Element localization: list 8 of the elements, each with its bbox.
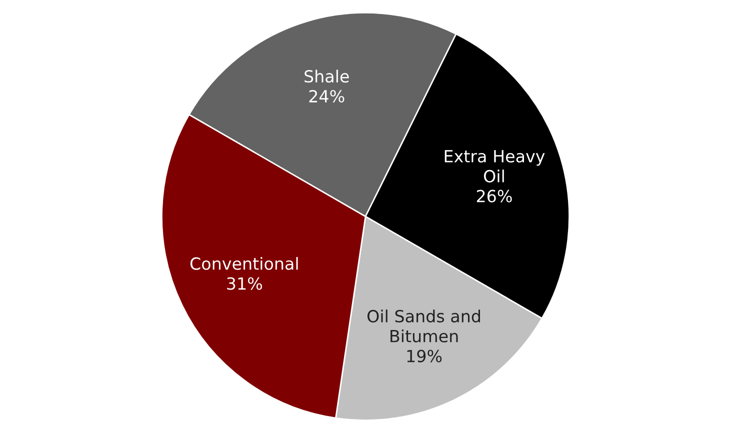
slice-label: Extra Heavy Oil xyxy=(444,150,545,182)
data-label: 19% xyxy=(407,350,442,362)
data-label: 24% xyxy=(309,90,344,103)
data-label: 26% xyxy=(476,190,512,202)
data-label: 31% xyxy=(227,277,262,290)
slice-label: Shale xyxy=(304,70,349,83)
slice-label: Conventional xyxy=(190,257,298,270)
slice-label: Oil Sands and Bitumen xyxy=(367,310,480,342)
